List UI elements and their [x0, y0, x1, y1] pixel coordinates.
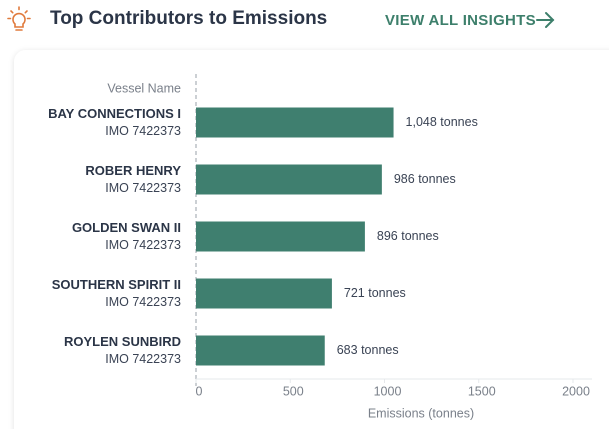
x-tick-label: 500 — [283, 384, 304, 398]
value-label: 683 tonnes — [337, 343, 399, 357]
x-tick-label: 1000 — [374, 384, 402, 398]
bar — [196, 221, 365, 252]
value-label: 986 tonnes — [394, 172, 456, 186]
bar — [196, 164, 382, 195]
x-axis-label: Emissions (tonnes) — [368, 406, 474, 420]
category-label: BAY CONNECTIONS I — [48, 106, 181, 121]
value-label: 721 tonnes — [344, 286, 406, 300]
chart-title: Top Contributors to Emissions — [50, 8, 327, 29]
category-subtitle: IMO 7422373 — [105, 181, 181, 195]
insight-icon — [7, 6, 31, 31]
category-axis-label: Vessel Name — [107, 81, 181, 95]
value-label: 1,048 tonnes — [406, 115, 478, 129]
x-tick-label: 0 — [196, 384, 203, 398]
bar — [196, 335, 325, 366]
category-subtitle: IMO 7422373 — [105, 124, 181, 138]
value-label: 896 tonnes — [377, 229, 439, 243]
link-arrow[interactable] — [536, 12, 555, 28]
category-subtitle: IMO 7422373 — [105, 352, 181, 366]
category-label: ROYLEN SUNBIRD — [64, 334, 181, 349]
category-label: GOLDEN SWAN II — [72, 220, 181, 235]
category-subtitle: IMO 7422373 — [105, 238, 181, 252]
bar — [196, 278, 332, 309]
bar — [196, 107, 394, 138]
view-all-link[interactable]: VIEW ALL INSIGHTS — [385, 12, 536, 29]
category-label: ROBER HENRY — [85, 163, 181, 178]
category-subtitle: IMO 7422373 — [105, 295, 181, 309]
category-label: SOUTHERN SPIRIT II — [52, 277, 181, 292]
x-tick-label: 1500 — [468, 384, 496, 398]
x-tick-label: 2000 — [562, 384, 590, 398]
